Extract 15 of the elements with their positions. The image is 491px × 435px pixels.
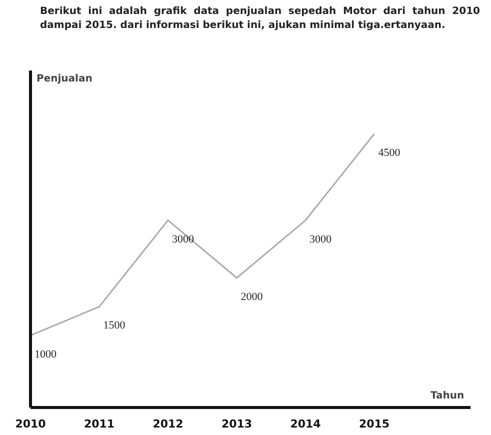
- x-tick-label: 2014: [290, 418, 322, 430]
- x-tick-label: 2015: [358, 418, 390, 430]
- data-label: 4500: [378, 146, 401, 159]
- chart-title: Berikut ini adalah grafik data penjualan sepedah Motor dari tahun 2010 dampai 2015. dari informasi berikut ini, ajukan minimal tiga.ertanyaan.: [40, 5, 480, 34]
- x-tick-label: 2012: [152, 418, 184, 430]
- data-label: 3000: [172, 233, 194, 246]
- data-label: 3000: [310, 233, 332, 246]
- data-label: 1500: [103, 320, 126, 332]
- data-label: 2000: [240, 290, 264, 303]
- x-tick-label: 2011: [84, 418, 115, 430]
- x-tick-label: 2010: [15, 418, 46, 430]
- x-tick-label: 2013: [221, 418, 252, 430]
- x-axis-title: Tahun: [430, 390, 464, 402]
- y-axis-title: Penjualan: [36, 74, 92, 84]
- data-label: 1000: [34, 348, 57, 360]
